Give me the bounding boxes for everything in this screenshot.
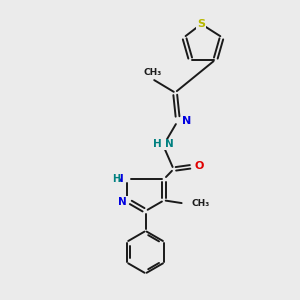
Text: N: N: [182, 116, 191, 126]
Text: H: H: [153, 139, 162, 149]
Text: O: O: [194, 161, 204, 171]
Text: CH₃: CH₃: [191, 199, 210, 208]
Text: N: N: [165, 139, 173, 149]
Text: N: N: [115, 174, 124, 184]
Text: N: N: [118, 197, 127, 207]
Text: CH₃: CH₃: [144, 68, 162, 77]
Text: S: S: [197, 19, 205, 29]
Text: H: H: [112, 174, 120, 184]
